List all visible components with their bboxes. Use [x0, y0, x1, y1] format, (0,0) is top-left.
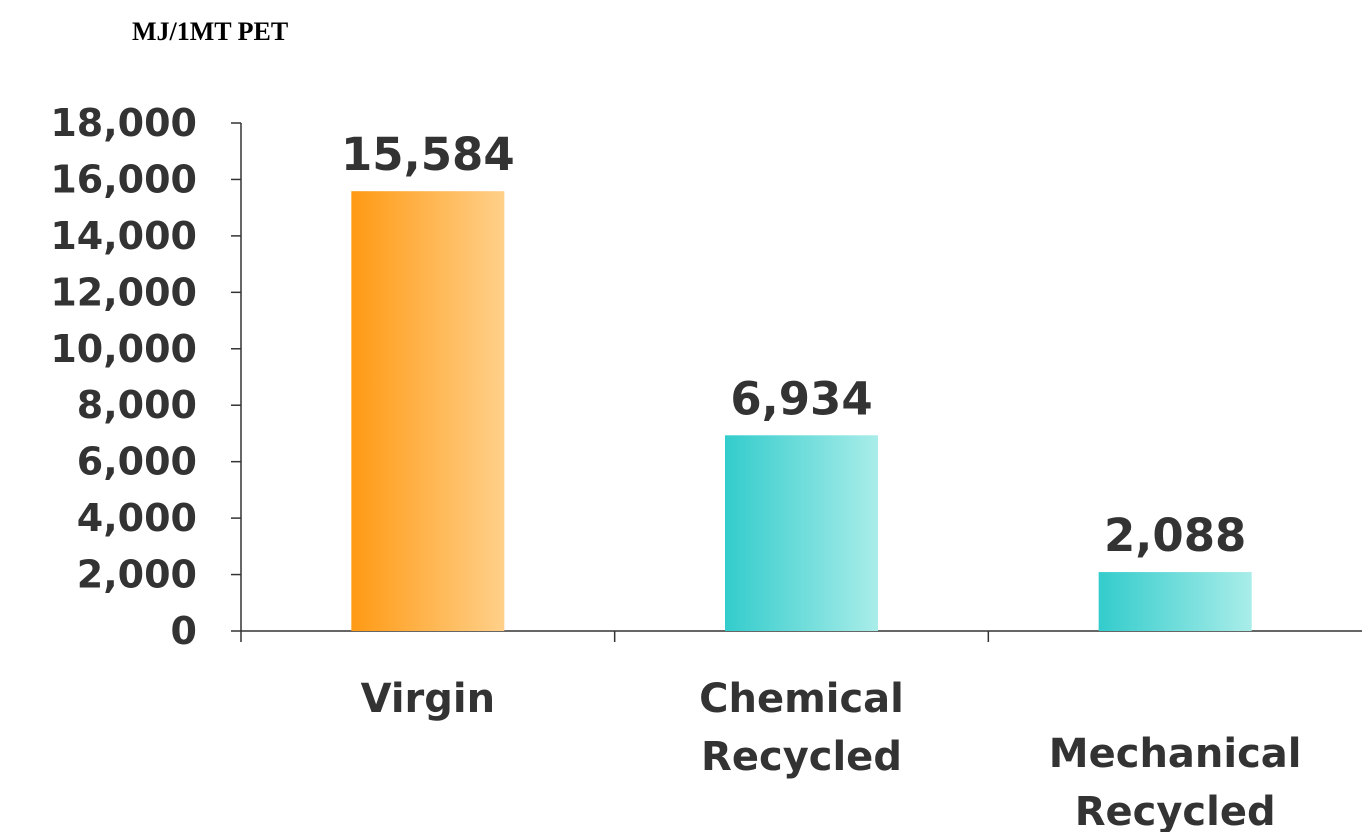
bar: [351, 191, 505, 632]
x-tick-label: Recycled: [1075, 789, 1276, 832]
x-tick-label: Chemical: [699, 676, 904, 722]
y-tick-label: 6,000: [77, 440, 197, 484]
data-label: 6,934: [730, 372, 872, 425]
x-tick-label: Virgin: [361, 676, 496, 722]
bar: [1098, 572, 1252, 631]
y-tick-label: 14,000: [50, 214, 197, 258]
bar: [725, 435, 878, 631]
y-tick-label: 0: [171, 609, 197, 653]
x-tick-label: Mechanical: [1049, 731, 1302, 777]
y-axis: 0 2,000 4,000 6,000 8,000 10,000 12,000 14,000 1…: [50, 101, 242, 653]
data-label: 15,584: [341, 128, 515, 181]
y-tick-label: 2,000: [77, 553, 197, 597]
x-axis: [240, 630, 1362, 642]
bars: [351, 191, 1252, 632]
value-labels: 15,584 6,934 2,088: [341, 128, 1246, 562]
x-tick-label: Recycled: [701, 734, 902, 780]
y-tick-label: 8,000: [77, 383, 197, 427]
unit-label: MJ/1MT PET: [132, 17, 288, 46]
data-label: 2,088: [1104, 509, 1246, 562]
y-tick-label: 12,000: [50, 270, 197, 314]
y-tick-label: 10,000: [50, 327, 197, 371]
y-tick-label: 16,000: [50, 157, 197, 201]
category-labels: Virgin Chemical Recycled Mechanical Recycled: [361, 676, 1302, 832]
y-tick-label: 4,000: [77, 496, 197, 540]
y-tick-label: 18,000: [50, 101, 197, 145]
